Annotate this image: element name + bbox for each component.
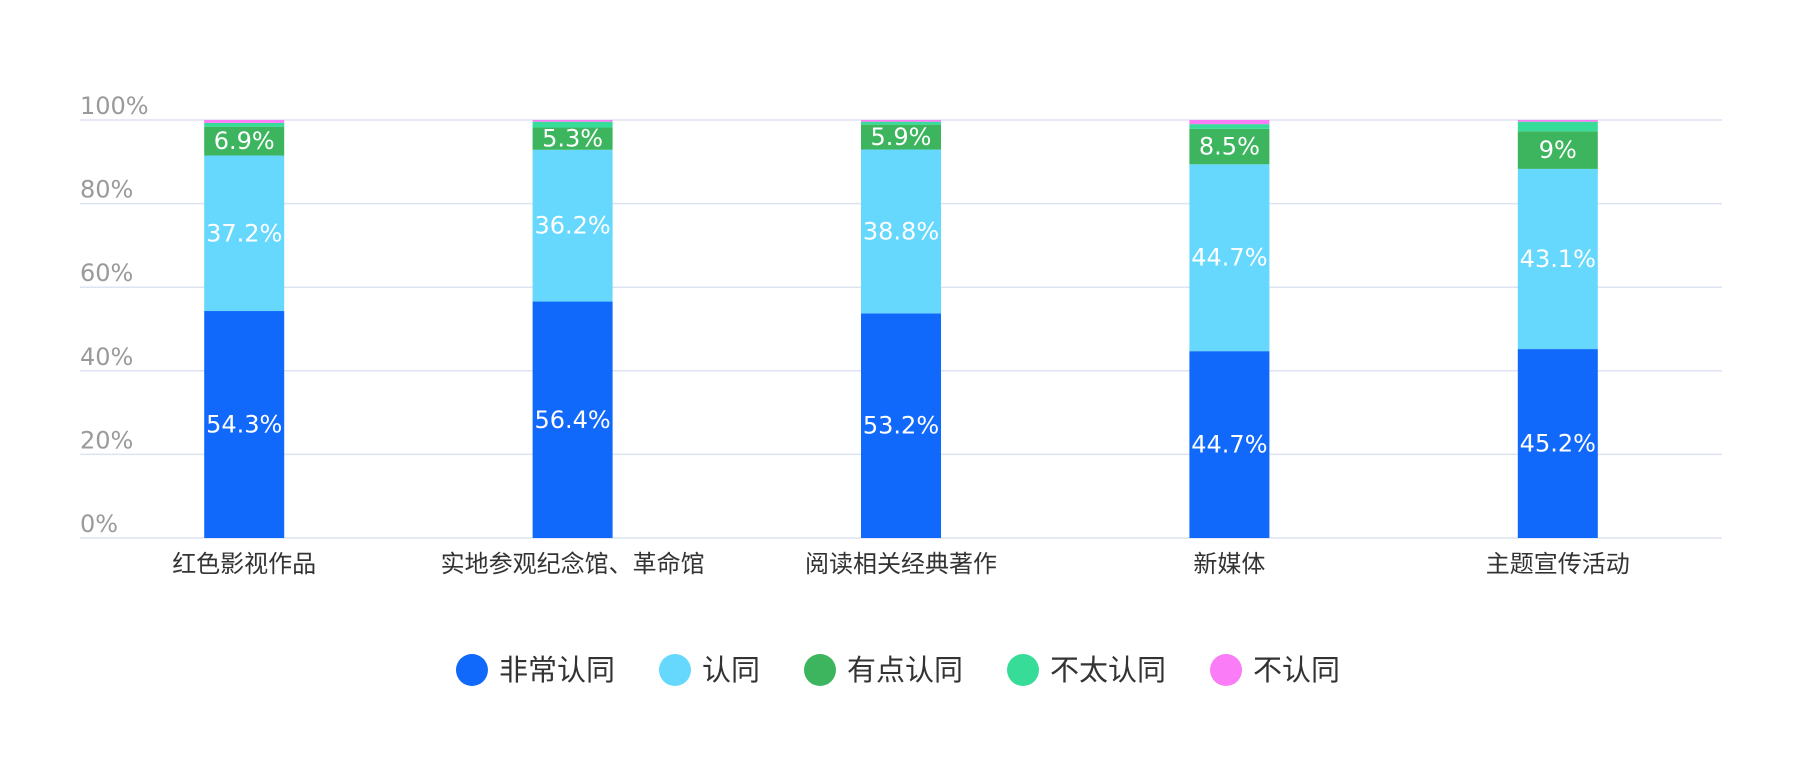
legend-label: 非常认同 — [499, 653, 615, 687]
bar-segment — [1517, 131, 1598, 169]
legend-item: 不太认同 — [1007, 653, 1166, 687]
bar-segment — [1517, 168, 1598, 350]
bar-segment — [532, 127, 613, 150]
bars — [204, 120, 1598, 538]
x-tick-label: 阅读相关经典著作 — [805, 550, 997, 578]
legend-item: 非常认同 — [455, 653, 615, 687]
bar-segment — [204, 122, 285, 127]
data-label: 53.2% — [863, 412, 939, 440]
x-axis-labels: 红色影视作品 实地参观纪念馆、革命馆 阅读相关经典著作 新媒体 主题宣传活动 — [172, 550, 1630, 578]
legend-label: 不认同 — [1253, 653, 1340, 687]
data-label: 44.7% — [1191, 244, 1267, 272]
data-label: 45.2% — [1520, 430, 1596, 458]
x-tick-label: 主题宣传活动 — [1486, 550, 1630, 578]
data-label: 43.1% — [1520, 245, 1596, 273]
legend-item: 不认同 — [1210, 653, 1340, 687]
x-tick-label: 实地参观纪念馆、革命馆 — [441, 550, 705, 578]
data-labels: 54.3% 37.2% 6.9% 56.4% 36.2% 5.3% 53.2% 38.8% 5.… — [206, 123, 1596, 458]
legend-label: 有点认同 — [847, 653, 963, 687]
bar-segment — [532, 149, 613, 302]
legend-item: 有点认同 — [803, 653, 963, 687]
x-tick-label: 新媒体 — [1193, 550, 1265, 578]
legend-item: 认同 — [658, 653, 760, 687]
data-label: 5.3% — [542, 125, 603, 153]
y-tick-label: 0% — [80, 510, 118, 538]
legend-swatch — [1210, 654, 1243, 686]
legend-swatch — [455, 654, 488, 686]
legend-swatch — [1007, 654, 1040, 686]
x-tick-label: 红色影视作品 — [172, 550, 316, 578]
data-label: 44.7% — [1191, 431, 1267, 459]
y-tick-label: 60% — [80, 259, 133, 287]
bar-segment — [204, 120, 285, 123]
data-label: 8.5% — [1199, 133, 1260, 161]
bar-segment — [861, 121, 941, 125]
bar-segment — [861, 313, 941, 538]
bar-segment — [1189, 164, 1270, 352]
data-label: 9% — [1539, 136, 1577, 164]
legend-swatch — [803, 654, 836, 686]
bar-segment — [1517, 121, 1598, 132]
bar-segment — [1189, 351, 1270, 538]
bar-segment — [204, 155, 285, 312]
data-label: 38.8% — [863, 217, 939, 245]
bar-segment — [204, 126, 285, 156]
bar-segment — [1189, 128, 1270, 165]
y-tick-label: 80% — [80, 176, 133, 204]
bar-segment — [861, 149, 941, 314]
bar-segment — [532, 121, 613, 128]
legend-label: 不太认同 — [1050, 653, 1166, 687]
legend-swatch — [658, 654, 691, 686]
bar-segment — [1189, 124, 1270, 129]
bar-segment — [1189, 120, 1270, 125]
bar-segment — [1517, 349, 1598, 538]
y-tick-label: 40% — [80, 343, 133, 371]
bar-segment — [861, 120, 941, 122]
legend: 非常认同 认同 有点认同 不太认同 不认同 — [455, 653, 1340, 687]
bar-segment — [1517, 120, 1598, 122]
y-axis-ticks: 0% 20% 40% 60% 80% 100% — [80, 92, 149, 538]
bar-segment — [861, 124, 941, 150]
data-label: 5.9% — [871, 123, 932, 151]
y-tick-label: 100% — [80, 92, 149, 120]
data-label: 37.2% — [206, 219, 282, 247]
legend-label: 认同 — [702, 653, 760, 687]
data-label: 56.4% — [534, 406, 610, 434]
bar-segment — [532, 120, 613, 122]
bar-segment — [204, 311, 285, 538]
data-label: 36.2% — [534, 212, 610, 240]
data-label: 6.9% — [214, 127, 275, 155]
data-label: 54.3% — [206, 411, 282, 439]
bar-segment — [532, 301, 613, 538]
y-tick-label: 20% — [80, 426, 133, 454]
